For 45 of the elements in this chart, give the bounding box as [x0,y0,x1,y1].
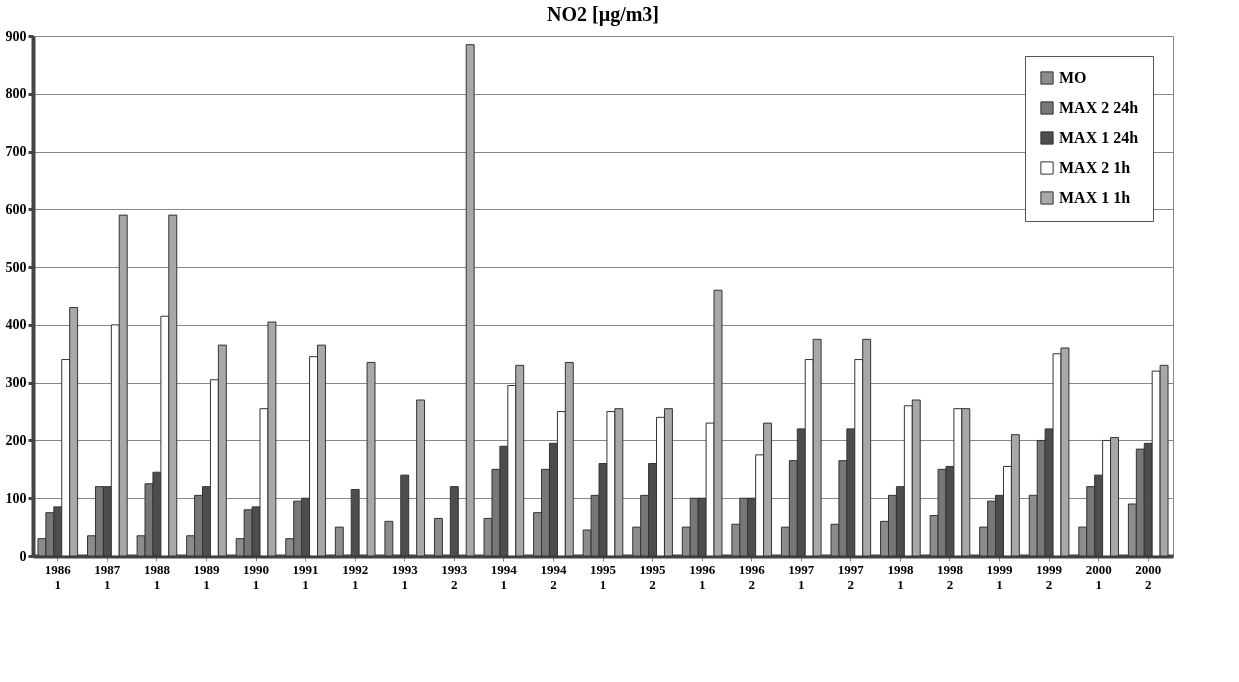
x-tick-label: 1992 1 [342,561,369,592]
x-tick-label: 1987 1 [94,561,121,592]
legend-label: MAX 1 24h [1059,129,1139,146]
x-tick-label: 1986 1 [44,561,72,592]
x-tick-label: 1999 1 [986,561,1014,592]
x-tick-label: 1993 1 [391,561,419,592]
x-tick-label: 1994 1 [490,561,518,592]
x-tick-label: 1998 1 [887,561,914,592]
x-tick-label: 1996 1 [689,561,716,592]
bar [416,399,426,557]
x-tick-label: 1988 1 [143,561,171,592]
y-tick-label: 900 [5,28,27,44]
bar [366,361,376,557]
x-tick-label: 1999 2 [1036,561,1063,592]
x-tick-label: 1996 2 [738,561,766,592]
x-tick-label: 1997 1 [788,561,815,592]
x-tick-label: 1993 2 [441,561,468,592]
y-tick-label: 0 [19,548,27,564]
y-tick-label: 300 [5,375,27,391]
x-tick-label: 2000 2 [1135,561,1162,592]
y-tick-label: 500 [5,259,27,275]
x-tick-label: 2000 1 [1085,561,1112,592]
legend-label: MAX 2 24h [1059,99,1139,116]
y-tick-label: 600 [5,201,27,217]
x-tick-label: 1994 2 [540,561,567,592]
x-tick-label: 1989 1 [193,561,220,592]
legend-label: MAX 1 1h [1059,189,1131,206]
x-tick-label: 1997 2 [837,561,865,592]
y-tick-label: 400 [5,317,27,333]
y-tick-label: 800 [5,86,27,102]
bar [433,517,443,557]
x-tick-label: 1995 1 [590,561,617,592]
y-tick-label: 700 [5,144,27,160]
legend-label: MAX 2 1h [1059,159,1131,176]
bar [334,526,344,557]
y-tick-label: 100 [5,490,27,506]
legend-label: MO [1059,69,1087,86]
x-tick-label: 1991 1 [292,561,319,592]
bar [384,520,394,557]
chart-title: NO2 [µg/m3] [546,3,660,26]
y-tick-label: 200 [5,432,27,448]
bar [465,44,475,557]
x-tick-label: 1990 1 [243,561,270,592]
x-tick-label: 1995 2 [639,561,667,592]
x-tick-label: 1998 2 [936,561,964,592]
